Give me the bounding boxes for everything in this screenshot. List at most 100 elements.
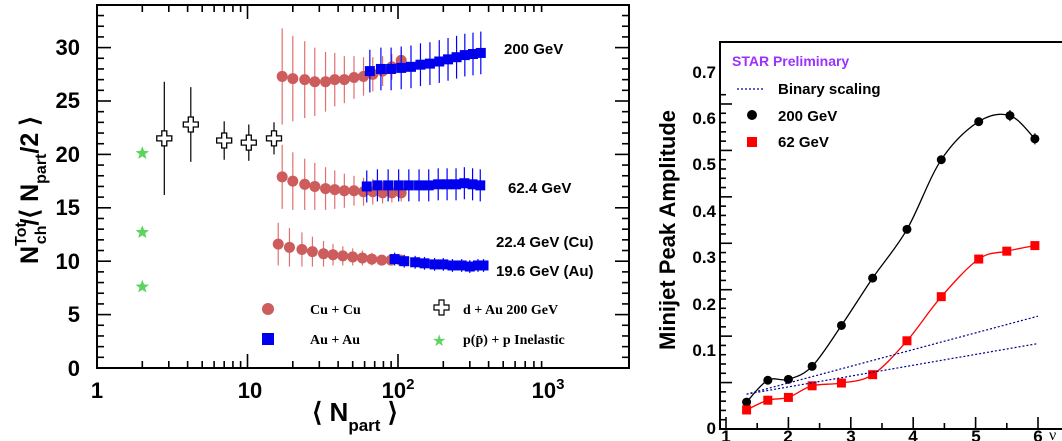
right-point-200gev [783, 374, 793, 384]
right-point-200gev [836, 320, 846, 330]
left-point-cucu [272, 238, 284, 250]
right-axis-ticks [720, 93, 1039, 430]
left-point-auau [383, 180, 394, 191]
left-point-cucu [327, 249, 339, 261]
right-xtick-6: 6 [1033, 427, 1042, 441]
left-point-cucu [276, 70, 288, 82]
left-point-auau [361, 181, 372, 192]
left-point-auau [456, 260, 467, 271]
left-point-auau [393, 180, 404, 191]
left-point-cucu [320, 183, 332, 195]
left-chart: 0 5 10 15 20 25 30 1 10 102 103 ⟨ Npart … [13, 4, 630, 435]
right-ytick-0.7: 0.7 [692, 63, 716, 82]
left-point-auau [364, 66, 375, 77]
right-ytick-0.5: 0.5 [692, 155, 716, 174]
left-point-auau [434, 56, 445, 67]
legend-marker-cucu [262, 303, 274, 315]
left-point-cucu [306, 246, 318, 258]
legend-marker-pp: ★ [432, 331, 446, 350]
left-point-cucu [337, 250, 349, 262]
right-point-62gev [1030, 241, 1040, 251]
legend-label-62: 62 GeV [778, 134, 829, 151]
right-point-62gev [936, 292, 946, 302]
right-point-200gev [763, 375, 773, 385]
right-point-62gev [974, 254, 984, 264]
left-point-auau [478, 260, 489, 271]
left-point-auau [372, 180, 383, 191]
left-point-cucu [309, 180, 321, 192]
left-point-auau [459, 178, 470, 189]
left-point-auau [429, 259, 440, 270]
left-point-cucu [329, 74, 341, 86]
right-ytick-0.2: 0.2 [692, 295, 716, 314]
legend-label-binary: Binary scaling [778, 81, 881, 98]
right-xtick-4: 4 [908, 427, 918, 441]
right-yaxis-title: Minijet Peak Amplitude [655, 110, 680, 350]
left-point-dau [182, 116, 199, 133]
left-point-auau [389, 254, 400, 265]
right-point-200gev [902, 224, 912, 234]
left-point-auau [419, 258, 430, 269]
left-point-auau [447, 260, 458, 271]
left-point-cucu [309, 76, 321, 88]
left-ytick-25: 25 [56, 88, 80, 113]
right-point-62gev [742, 405, 752, 415]
left-point-auau [399, 256, 410, 267]
left-point-dau [240, 134, 257, 151]
left-plot-data [135, 28, 489, 293]
right-point-62gev [807, 381, 817, 391]
right-ytick-0.1: 0.1 [692, 341, 716, 360]
right-point-200gev [807, 361, 817, 371]
legend-label-auau: Au + Au [310, 333, 360, 348]
left-point-cucu [338, 185, 350, 197]
right-point-200gev [974, 117, 984, 127]
right-ytick-0.3: 0.3 [692, 248, 716, 267]
right-binary-scaling-line [746, 315, 1039, 395]
left-ytick-5: 5 [68, 302, 80, 327]
right-plot-frame [719, 41, 1062, 430]
right-xtick-3: 3 [846, 427, 855, 441]
right-point-62gev [1002, 246, 1012, 256]
legend-marker-dau [433, 299, 450, 316]
left-point-cucu [376, 254, 388, 266]
left-point-auau [403, 180, 414, 191]
left-point-cucu [283, 241, 295, 253]
left-point-auau [386, 63, 397, 74]
left-point-auau [459, 50, 470, 61]
right-point-200gev [936, 155, 946, 165]
left-point-pp [135, 225, 149, 238]
left-point-cucu [287, 175, 299, 187]
label-62gev: 62.4 GeV [508, 180, 571, 197]
left-point-cucu [338, 74, 350, 86]
left-point-auau [375, 63, 386, 74]
left-point-auau [410, 257, 421, 268]
right-point-62gev [783, 392, 793, 402]
label-200gev: 200 GeV [504, 41, 563, 58]
right-point-62gev [763, 395, 773, 405]
left-xtick-10: 10 [238, 378, 262, 403]
right-chart: 0 0.1 0.2 0.3 0.4 0.5 0.6 0.7 1 2 3 4 5 … [655, 41, 1062, 441]
right-point-200gev [742, 397, 752, 407]
label-22gev-cu: 22.4 GeV (Cu) [496, 234, 594, 251]
left-point-auau [423, 180, 434, 191]
left-point-cucu [320, 76, 332, 88]
left-point-cucu [299, 178, 311, 190]
left-point-auau [475, 47, 486, 58]
right-xaxis-title: ν [1049, 427, 1056, 441]
left-point-dau [156, 130, 173, 147]
left-point-cucu [366, 253, 378, 265]
left-point-cucu [276, 171, 288, 183]
left-point-cucu [296, 243, 308, 255]
legend-label-pp: p(p̄) + p Inelastic [463, 333, 565, 348]
left-point-auau [472, 260, 483, 271]
left-point-auau [414, 180, 425, 191]
left-point-cucu [329, 184, 341, 196]
legend-marker-200 [747, 110, 757, 120]
right-ytick-0: 0 [707, 419, 716, 438]
left-point-auau [451, 52, 462, 63]
left-point-cucu [347, 251, 359, 263]
right-point-200gev [868, 273, 878, 283]
right-xtick-1: 1 [721, 427, 730, 441]
right-point-200gev [1030, 134, 1040, 144]
left-point-auau [405, 61, 416, 72]
